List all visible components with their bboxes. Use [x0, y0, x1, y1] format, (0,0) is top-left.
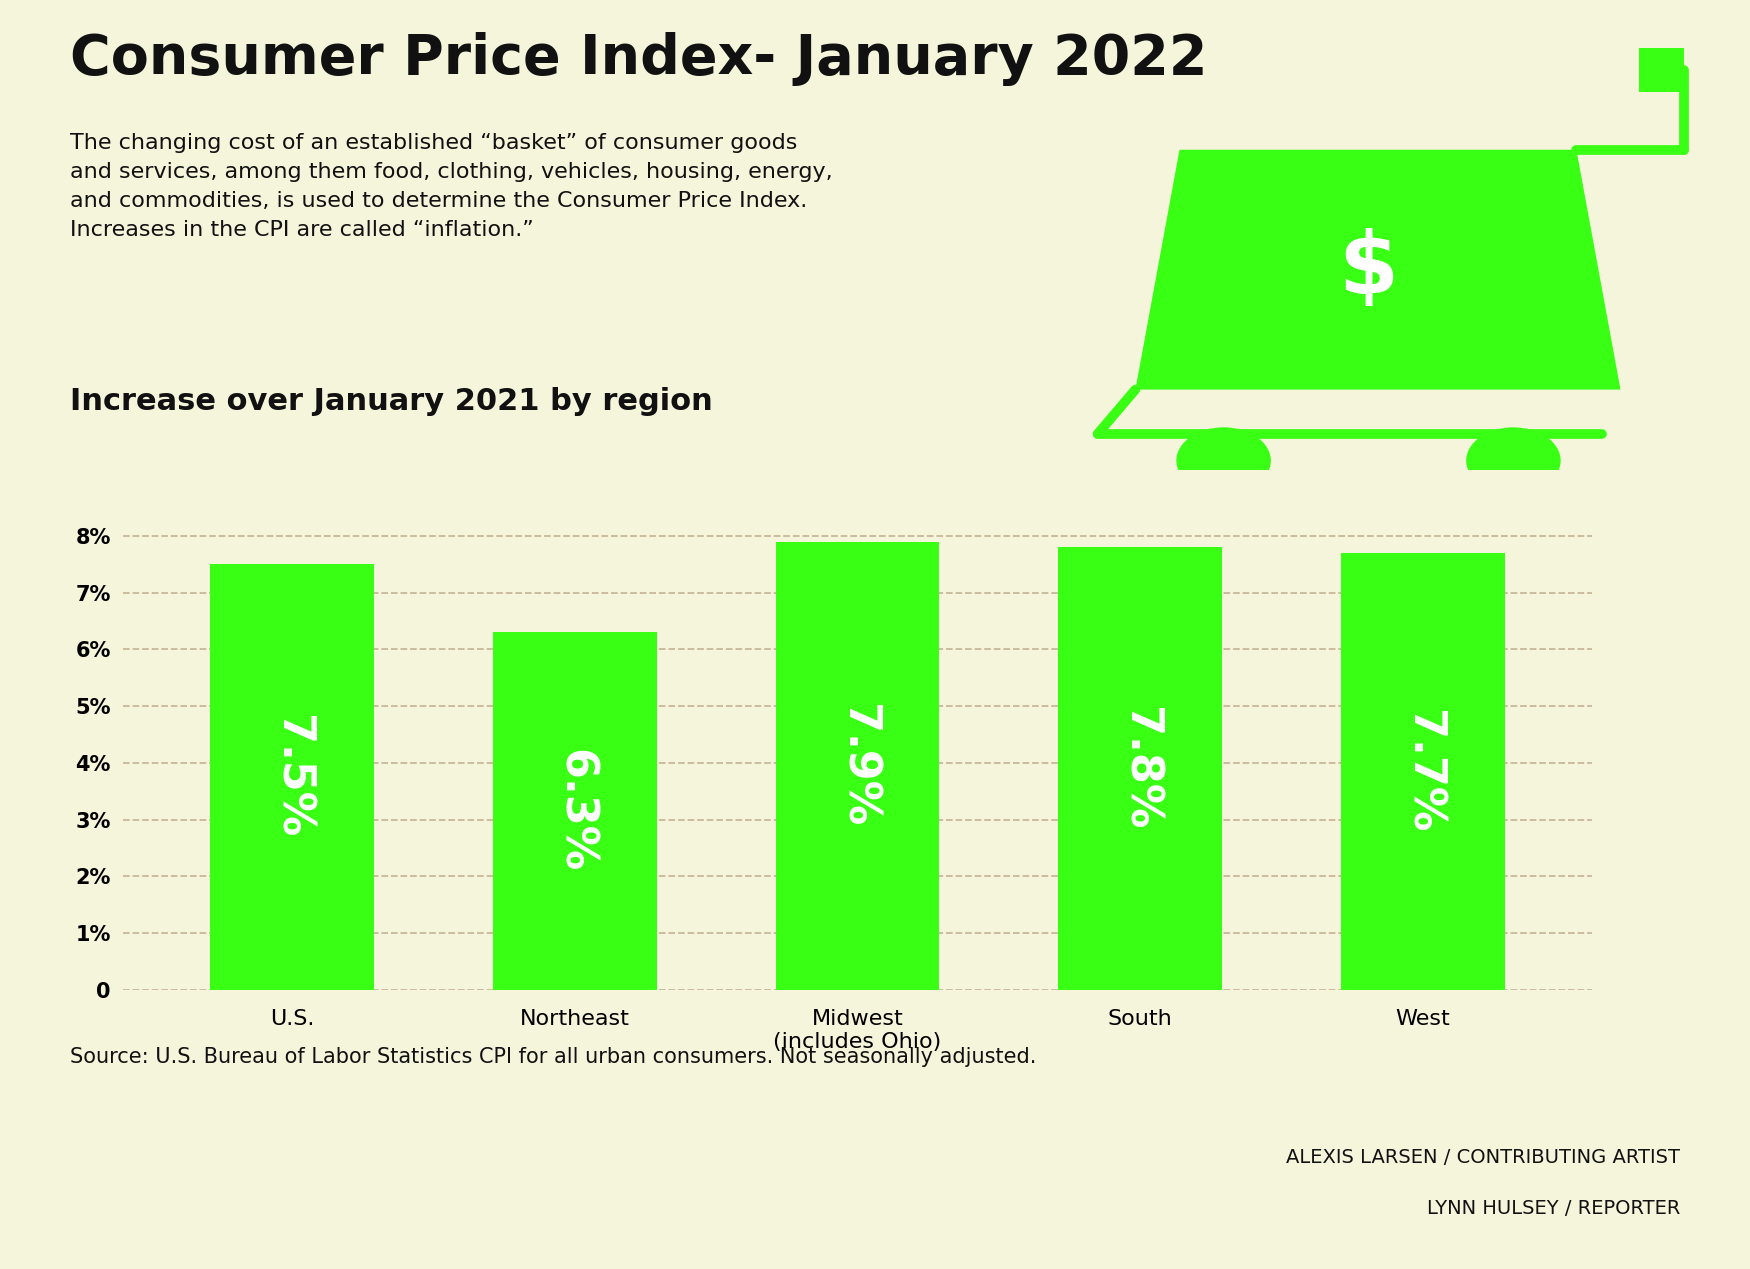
Text: Source: U.S. Bureau of Labor Statistics CPI for all urban consumers. Not seasona: Source: U.S. Bureau of Labor Statistics … [70, 1047, 1036, 1067]
Bar [1059, 547, 1222, 990]
Text: ALEXIS LARSEN / CONTRIBUTING ARTIST: ALEXIS LARSEN / CONTRIBUTING ARTIST [1286, 1148, 1680, 1167]
Text: LYNN HULSEY / REPORTER: LYNN HULSEY / REPORTER [1426, 1199, 1680, 1218]
Bar [493, 632, 656, 990]
Text: $: $ [1339, 228, 1398, 311]
Text: 7.8%: 7.8% [1118, 707, 1162, 830]
Text: 7.7%: 7.7% [1402, 709, 1444, 832]
Polygon shape [1136, 150, 1620, 390]
Text: Increase over January 2021 by region: Increase over January 2021 by region [70, 387, 712, 416]
Circle shape [1176, 428, 1270, 494]
Polygon shape [1640, 47, 1683, 93]
Text: 7.9%: 7.9% [836, 704, 878, 827]
Text: The changing cost of an established “basket” of consumer goods
and services, amo: The changing cost of an established “bas… [70, 133, 833, 240]
Text: 6.3%: 6.3% [553, 750, 597, 873]
Text: Consumer Price Index- January 2022: Consumer Price Index- January 2022 [70, 32, 1207, 86]
Bar [210, 565, 374, 990]
Bar [775, 542, 940, 990]
Bar [1340, 553, 1505, 990]
Text: 7.5%: 7.5% [271, 716, 313, 839]
Circle shape [1466, 428, 1561, 494]
